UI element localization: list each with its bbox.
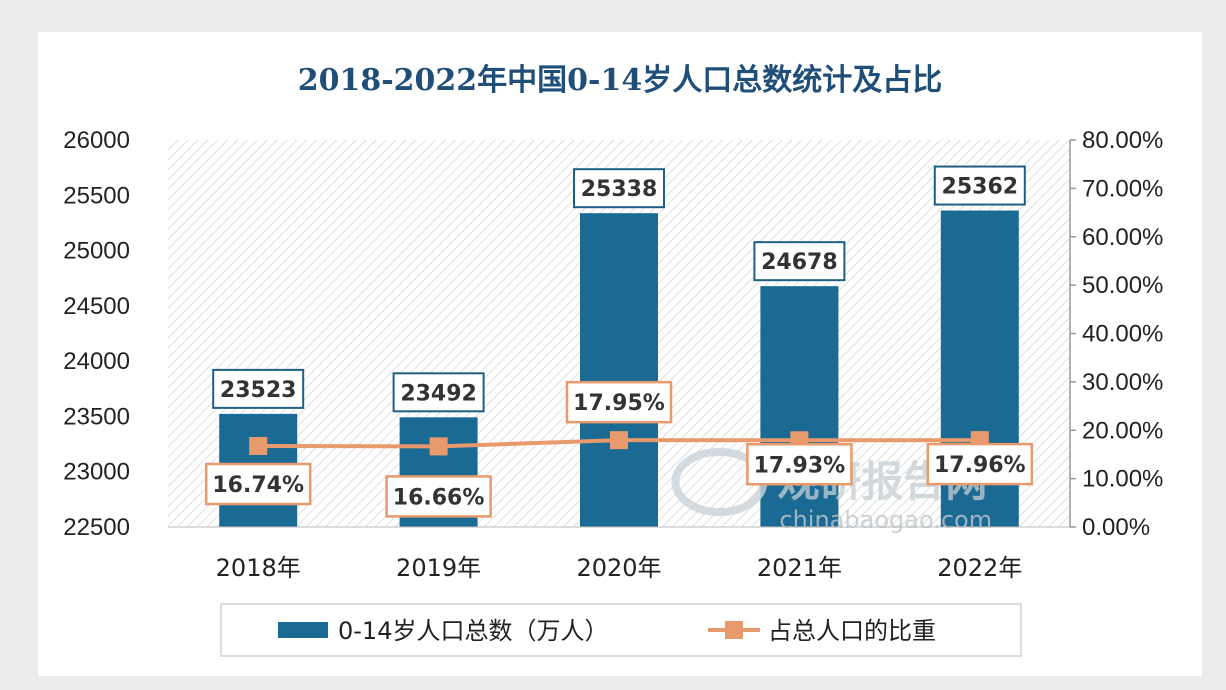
right-axis-tick-label: 30.00%: [1082, 369, 1163, 396]
right-axis-tick-label: 10.00%: [1082, 466, 1163, 493]
x-axis-tick-label: 2021年: [757, 554, 842, 582]
right-axis-tick-label: 40.00%: [1082, 321, 1163, 348]
bar-label-box: [573, 168, 665, 209]
bar-value-label: 23492: [400, 381, 477, 406]
right-axis-tick-label: 80.00%: [1082, 127, 1163, 154]
right-axis-tick-label: 70.00%: [1082, 175, 1163, 202]
legend-bar-swatch: [278, 622, 328, 638]
left-axis-tick-label: 24500: [63, 293, 130, 320]
x-axis-tick-label: 2020年: [576, 554, 661, 582]
line-label-box: [385, 475, 492, 518]
right-axis-tick-label: 60.00%: [1082, 224, 1163, 251]
x-axis-tick-label: 2022年: [937, 554, 1022, 582]
right-axis-tick-label: 0.00%: [1082, 514, 1150, 541]
line-value-label: 17.93%: [754, 453, 846, 478]
line-value-label: 17.95%: [573, 391, 665, 416]
x-axis: 2018年 2019年 2020年 2021年 2022年: [168, 526, 1070, 582]
bar-value-label: 23523: [220, 378, 297, 403]
bar-label-box: [212, 368, 305, 409]
bar-value-label: 25338: [581, 177, 658, 202]
x-axis-tick-label: 2019年: [396, 554, 481, 582]
left-axis-tick-label: 25500: [63, 182, 130, 209]
line-series: 16.74% 16.66% 17.95% 17.93% 17.96%: [204, 380, 1034, 518]
bar-label-box: [392, 372, 485, 413]
line-value-label: 17.96%: [934, 453, 1026, 478]
legend-box: [220, 603, 1022, 657]
line-label-box: [565, 380, 673, 424]
line-label-box: [746, 443, 853, 486]
bar-value-label: 24678: [761, 250, 838, 275]
line-marker: [429, 437, 448, 456]
left-axis-tick-label: 23000: [63, 459, 130, 486]
line-label-box: [926, 442, 1034, 486]
bar-label-box: [753, 241, 846, 282]
line-marker: [610, 431, 628, 450]
legend-label-line: 占总人口的比重: [768, 617, 936, 645]
left-axis-tick-label: 24000: [63, 348, 130, 375]
chart-title: 2018-2022年中国0-14岁人口总数统计及占比: [298, 63, 943, 98]
legend[interactable]: 0-14岁人口总数（万人） 占总人口的比重: [220, 603, 1022, 657]
left-axis: 22500 23000 23500 24000 24500 25000 25500 26000: [63, 127, 130, 541]
left-axis-tick-label: 22500: [63, 514, 130, 541]
watermark-url: chinabaogao.com: [779, 506, 992, 534]
bar: [580, 213, 658, 527]
right-axis: 0.00% 10.00% 20.00% 30.00% 40.00% 50.00% 60.00…: [1069, 127, 1163, 541]
legend-line-marker: [725, 621, 743, 639]
line-value-label: 16.66%: [393, 485, 485, 510]
bar: [760, 286, 839, 527]
right-axis-tick-label: 20.00%: [1082, 417, 1163, 444]
bar-label-box: [933, 165, 1026, 206]
x-axis-tick-label: 2018年: [216, 554, 301, 582]
chart-card: 2018-2022年中国0-14岁人口总数统计及占比 22500 23000 235…: [38, 32, 1202, 676]
line-label-box: [204, 462, 312, 506]
left-axis-tick-label: 25000: [63, 238, 130, 265]
line-marker: [249, 437, 268, 456]
line-value-label: 16.74%: [212, 473, 304, 498]
right-axis-tick-label: 50.00%: [1082, 272, 1163, 299]
chart: 2018-2022年中国0-14岁人口总数统计及占比 22500 23000 235…: [63, 63, 1163, 657]
bar-value-label: 25362: [942, 175, 1019, 200]
left-axis-tick-label: 26000: [63, 127, 130, 154]
legend-label-bar: 0-14岁人口总数（万人）: [338, 617, 608, 645]
left-axis-tick-label: 23500: [63, 403, 130, 430]
